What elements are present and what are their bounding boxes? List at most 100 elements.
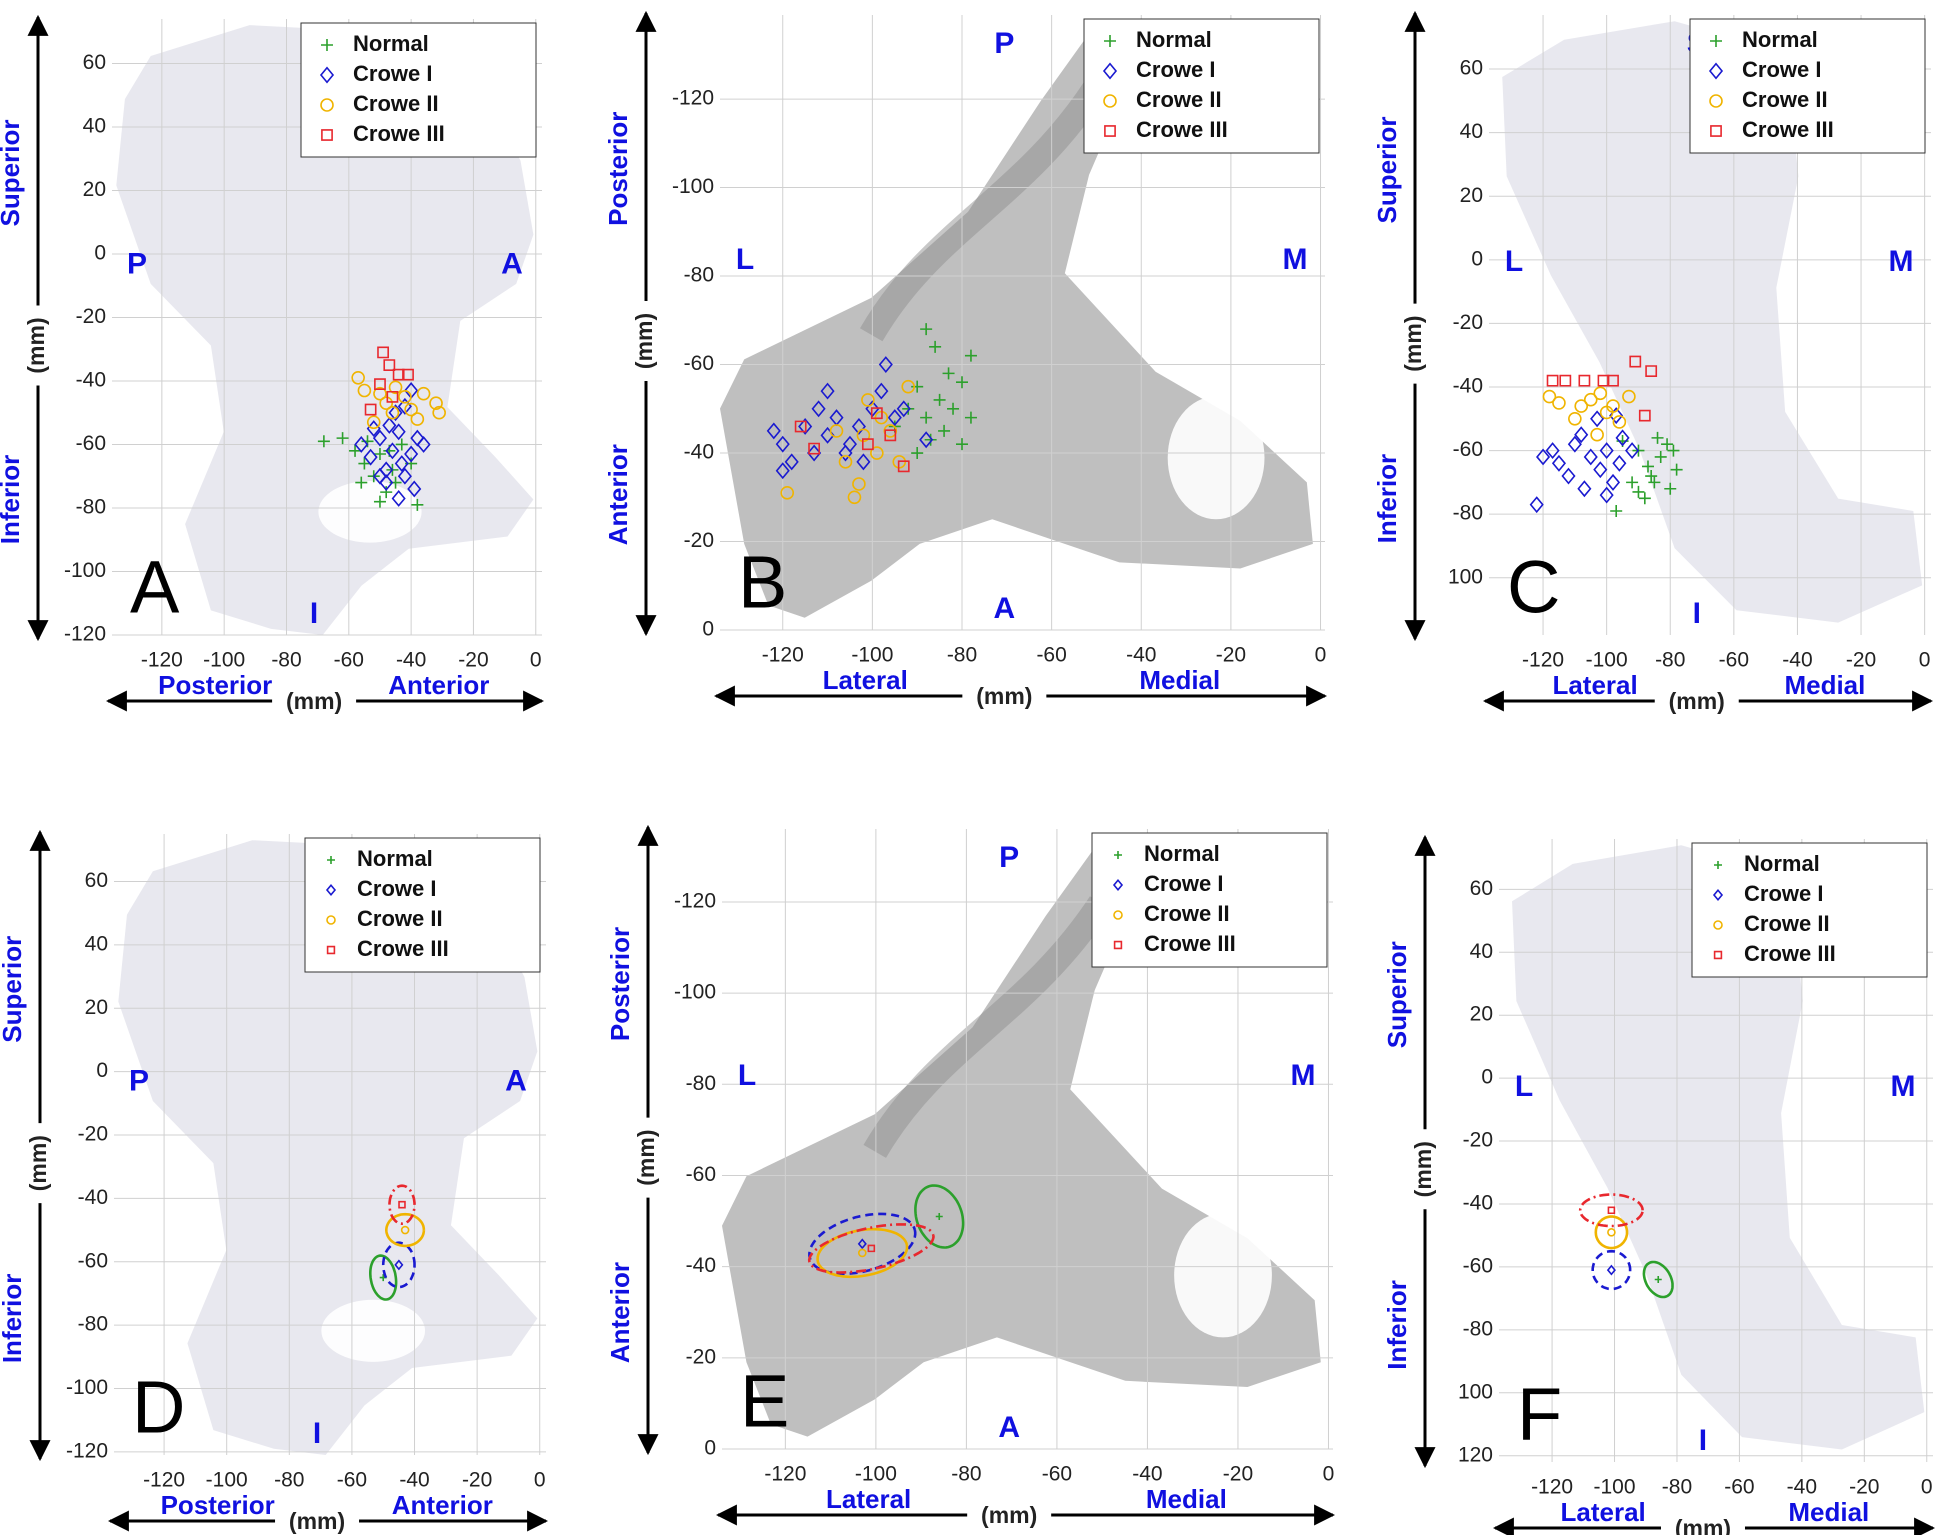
x-tick-label: -40 — [396, 649, 426, 672]
legend-marker — [1709, 94, 1723, 108]
confidence-ellipse — [914, 1184, 965, 1249]
legend-label: Crowe I — [1742, 57, 1821, 82]
point — [416, 436, 431, 453]
legend-marker — [1103, 94, 1117, 108]
point — [1632, 485, 1645, 498]
legend-label: Crowe I — [1744, 881, 1823, 906]
point — [380, 486, 393, 499]
x-tick-label: -20 — [1849, 1476, 1879, 1499]
point — [851, 418, 866, 435]
x-tick-label: -20 — [458, 649, 488, 672]
point — [354, 436, 369, 453]
point — [411, 498, 424, 511]
x-axis-unit: (mm) — [286, 688, 342, 714]
point — [780, 486, 795, 500]
orientation-right: M — [1889, 245, 1914, 278]
point — [896, 400, 911, 418]
center-point — [1654, 1276, 1662, 1284]
y-tick-label: -100 — [674, 981, 716, 1004]
confidence-ellipse — [388, 1184, 416, 1226]
center-point — [1607, 1228, 1616, 1237]
orientation-right: M — [1291, 1059, 1316, 1092]
point — [820, 382, 835, 400]
point — [1626, 476, 1639, 489]
panel: -120 -100 -80 -60 -40 -20 0 60 40 20 0 -20 -40 -60 -80… — [1382, 834, 1936, 1535]
legend-marker — [321, 129, 333, 141]
point — [1568, 411, 1582, 426]
legend-box — [1083, 18, 1320, 154]
x-tick-label: -60 — [1036, 644, 1066, 667]
point — [775, 462, 790, 480]
bone-shape — [1512, 845, 1925, 1450]
y-tick-label: -60 — [76, 432, 106, 455]
legend-label: Normal — [1144, 841, 1220, 866]
y-tick-label: -80 — [684, 264, 714, 287]
orientation-bottom: I — [1699, 1424, 1707, 1457]
y-tick-label: 120 — [1458, 1443, 1493, 1466]
x-tick-label: -80 — [274, 1469, 304, 1492]
x-axis-right: Medial — [1146, 1484, 1227, 1514]
orientation-left: P — [127, 247, 147, 280]
legend-label: Crowe III — [1144, 931, 1236, 956]
point — [391, 423, 406, 441]
point — [1583, 448, 1598, 466]
legend-box — [300, 22, 537, 158]
point — [1629, 355, 1642, 368]
y-axis-unit: (mm) — [1410, 1141, 1436, 1197]
x-tick-label: -60 — [334, 649, 364, 672]
x-tick-label: -100 — [206, 1469, 248, 1492]
y-axis-bottom: Anterior — [605, 1262, 635, 1363]
panel: -120 -100 -80 -60 -40 -20 0 0 -20 -40 -60 -80 -100 -1… — [603, 10, 1328, 709]
point — [358, 457, 371, 470]
orientation-bottom: A — [998, 1411, 1020, 1444]
point — [404, 445, 419, 463]
x-tick-label: -60 — [337, 1469, 367, 1492]
point — [884, 429, 897, 442]
x-tick-label: -20 — [1846, 649, 1876, 672]
point — [407, 480, 422, 498]
center-point — [398, 1200, 406, 1209]
legend-label: Crowe I — [1136, 57, 1215, 82]
point — [372, 467, 388, 485]
x-tick-label: -40 — [1782, 649, 1812, 672]
orientation-right: M — [1891, 1070, 1916, 1103]
orientation-top: P — [994, 27, 1014, 60]
point — [432, 405, 446, 420]
bone-hole — [318, 481, 422, 543]
orientation-left: P — [129, 1064, 149, 1097]
y-tick-label: -40 — [686, 1254, 716, 1277]
point — [1545, 442, 1560, 460]
y-tick-label: 20 — [85, 996, 108, 1019]
y-tick-label: 0 — [94, 242, 106, 265]
center-point — [858, 1248, 867, 1258]
point — [870, 407, 883, 420]
panel-letter: A — [130, 546, 180, 629]
bone-ridge — [863, 896, 1112, 1158]
y-tick-label: -80 — [686, 1072, 716, 1095]
x-tick-label: -60 — [1042, 1463, 1072, 1486]
point — [856, 453, 871, 471]
y-axis-top: Superior — [1382, 941, 1412, 1048]
y-tick-label: -80 — [1463, 1317, 1493, 1340]
point — [357, 383, 372, 398]
x-axis-left: Lateral — [1561, 1497, 1646, 1527]
y-tick-label: -40 — [684, 441, 714, 464]
center-point — [867, 1244, 876, 1253]
y-axis-top: Superior — [0, 120, 25, 227]
y-tick-label: 20 — [1470, 1003, 1493, 1026]
point — [385, 442, 400, 460]
confidence-ellipse — [384, 1212, 426, 1248]
point — [1578, 374, 1591, 387]
legend-marker — [327, 856, 335, 864]
point — [887, 409, 902, 427]
point — [1529, 496, 1544, 514]
legend-label: Normal — [1744, 851, 1820, 876]
legend-marker — [319, 66, 335, 84]
y-tick-label: 0 — [1471, 247, 1483, 270]
x-tick-label: -120 — [143, 1469, 185, 1492]
legend-marker — [326, 915, 336, 925]
point — [1551, 454, 1567, 472]
bone-hole — [1174, 1213, 1272, 1338]
point — [1583, 392, 1598, 407]
x-axis-right: Medial — [1784, 670, 1865, 700]
